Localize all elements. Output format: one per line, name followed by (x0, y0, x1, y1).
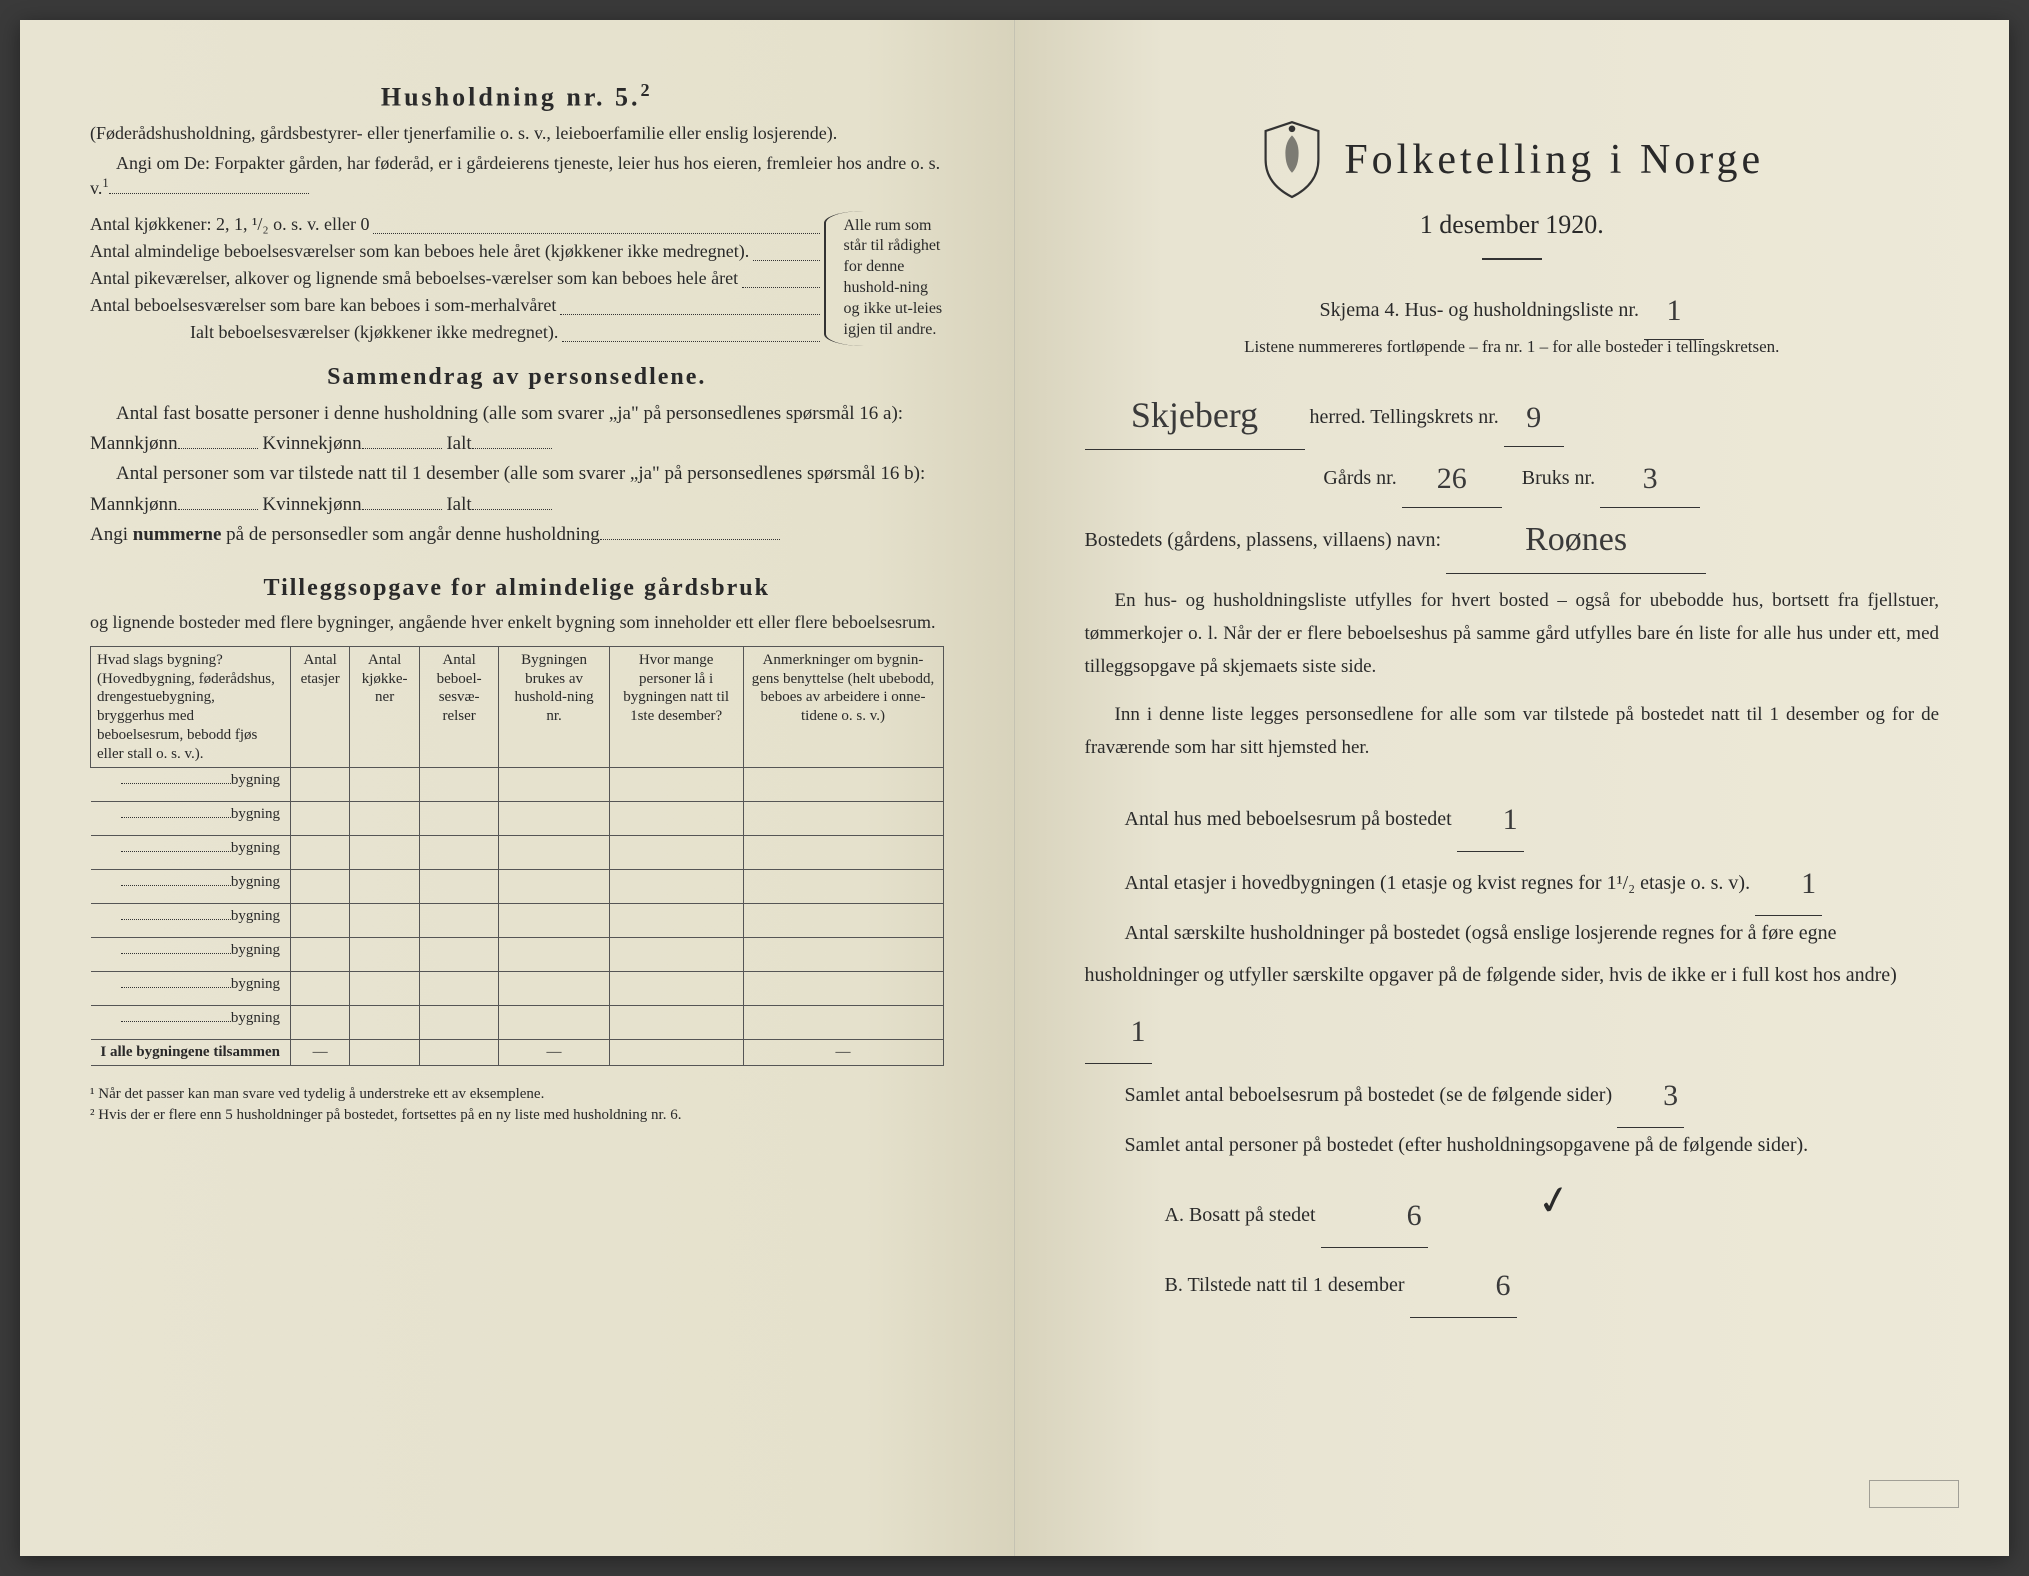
rooms-bracket-group: Antal kjøkkener: 2, 1, ¹/₂ o. s. v. elle… (90, 211, 944, 346)
table-row: bygning (91, 802, 944, 836)
tillegg-sub: og lignende bosteder med flere bygninger… (90, 610, 944, 634)
rum-line: Samlet antal beboelsesrum på bostedet (s… (1085, 1060, 1940, 1124)
rooms3-row: Antal beboelsesværelser som bare kan beb… (90, 292, 824, 319)
tilstede-line: B. Tilstede natt til 1 desember 6 (1085, 1250, 1940, 1314)
krets-field: 9 (1504, 389, 1564, 447)
footnote-2: ² Hvis der er flere enn 5 husholdninger … (90, 1105, 944, 1125)
th-4: Bygningen brukes av hushold-ning nr. (499, 646, 609, 768)
herred-line: Skjeberg herred. Tellingskrets nr. 9 (1085, 377, 1940, 446)
table-row: bygning (91, 870, 944, 904)
th-2: Antal kjøkke-ner (350, 646, 420, 768)
table-row: bygning (91, 836, 944, 870)
table-row: bygning (91, 768, 944, 802)
table-row: bygning (91, 1006, 944, 1040)
divider-icon (1482, 258, 1542, 260)
bracket-note: Alle rum som står til rådighet for denne… (824, 211, 944, 346)
personer-line: Samlet antal personer på bostedet (efter… (1085, 1124, 1940, 1166)
th-5: Hvor mange personer lå i bygningen natt … (609, 646, 743, 768)
row-label: bygning (91, 972, 291, 1006)
table-row: bygning (91, 904, 944, 938)
footnote-1: ¹ Når det passer kan man svare ved tydel… (90, 1084, 944, 1104)
main-title: Folketelling i Norge (1344, 136, 1764, 184)
left-page: Husholdning nr. 5.2 (Føderådshusholdning… (20, 20, 1015, 1556)
sub-date: 1 desember 1920. (1085, 210, 1940, 240)
husholdning-title: Husholdning nr. 5.2 (90, 80, 944, 113)
h5-sup: 2 (641, 80, 653, 100)
skjema-line: Skjema 4. Hus- og husholdningsliste nr. … (1085, 278, 1940, 336)
h5-angi: Angi om De: Forpakter gården, har føderå… (90, 151, 944, 201)
right-page: Folketelling i Norge 1 desember 1920. Sk… (1015, 20, 2010, 1556)
th-6: Anmerkninger om bygnin-gens benyttelse (… (743, 646, 943, 768)
hus-count-field: 1 (1457, 788, 1524, 852)
etasjer-field: 1 (1755, 852, 1822, 916)
row-label: bygning (91, 870, 291, 904)
summary-line-2: Antal personer som var tilstede natt til… (90, 459, 944, 520)
gard-line: Gårds nr. 26 Bruks nr. 3 (1085, 446, 1940, 504)
tilstede-field: 6 (1410, 1254, 1517, 1318)
header-block: Folketelling i Norge 1 desember 1920. (1085, 120, 1940, 260)
instructions-para-2: Inn i denne liste legges personsedlene f… (1085, 698, 1940, 765)
row-label: bygning (91, 1006, 291, 1040)
total-label: I alle bygningene tilsammen (91, 1040, 291, 1066)
document-spread: Husholdning nr. 5.2 (Føderådshusholdning… (20, 20, 2009, 1556)
rooms2-row: Antal pikeværelser, alkover og lignende … (90, 265, 824, 292)
th-1: Antal etasjer (291, 646, 350, 768)
crest-icon (1259, 120, 1325, 200)
gard-field: 26 (1402, 450, 1502, 508)
summary-line-3: Angi nummerne på de personsedler som ang… (90, 520, 944, 550)
bygning-table-wrap: Hvad slags bygning? (Hovedbygning, føder… (90, 646, 944, 1067)
summary-line-1: Antal fast bosatte personer i denne hush… (90, 399, 944, 460)
listene-note: Listene nummereres fortløpende – fra nr.… (1085, 336, 1940, 359)
summary-title: Sammendrag av personsedlene. (90, 364, 944, 391)
table-row: bygning (91, 972, 944, 1006)
husholdninger-field: 1 (1085, 1000, 1152, 1064)
herred-field: Skjeberg (1085, 381, 1305, 450)
bosatt-field: 6 (1321, 1184, 1428, 1248)
etasjer-line: Antal etasjer i hovedbygningen (1 etasje… (1085, 848, 1940, 912)
table-row: bygning (91, 938, 944, 972)
tillegg-title: Tilleggsopgave for almindelige gårdsbruk (90, 575, 944, 602)
table-header-row: Hvad slags bygning? (Hovedbygning, føder… (91, 646, 944, 768)
h5-title-text: Husholdning nr. 5. (381, 83, 641, 112)
bosted-field: Roønes (1446, 508, 1706, 574)
row-label: bygning (91, 904, 291, 938)
th-0: Hvad slags bygning? (Hovedbygning, føder… (91, 646, 291, 768)
rum-field: 3 (1617, 1064, 1684, 1128)
instructions-para-1: En hus- og husholdningsliste utfylles fo… (1085, 584, 1940, 684)
right-fields: Antal hus med beboelsesrum på bostedet 1… (1085, 784, 1940, 1314)
h5-paren: (Føderådshusholdning, gårdsbestyrer- ell… (90, 121, 944, 145)
row-label: bygning (91, 768, 291, 802)
rooms-total-row: Ialt beboelsesværelser (kjøkkener ikke m… (90, 319, 824, 346)
liste-nr-field: 1 (1644, 282, 1704, 340)
bosted-line: Bostedets (gårdens, plassens, villaens) … (1085, 504, 1940, 570)
row-label: bygning (91, 836, 291, 870)
kitchens-row: Antal kjøkkener: 2, 1, ¹/₂ o. s. v. elle… (90, 211, 824, 238)
bosatt-line: A. Bosatt på stedet 6 ✓ (1085, 1166, 1940, 1250)
hus-count-line: Antal hus med beboelsesrum på bostedet 1 (1085, 784, 1940, 848)
husholdninger-line: Antal særskilte husholdninger på bostede… (1085, 912, 1940, 1060)
bruk-field: 3 (1600, 450, 1700, 508)
bygning-table: Hvad slags bygning? (Hovedbygning, føder… (90, 646, 944, 1067)
footnotes: ¹ Når det passer kan man svare ved tydel… (90, 1084, 944, 1125)
row-label: bygning (91, 938, 291, 972)
table-total-row: I alle bygningene tilsammen — — — (91, 1040, 944, 1066)
rooms1-row: Antal almindelige beboelsesværelser som … (90, 238, 824, 265)
row-label: bygning (91, 802, 291, 836)
printer-stamp (1869, 1480, 1959, 1508)
checkmark-icon: ✓ (1451, 1157, 1577, 1259)
th-3: Antal beboel-sesvæ-relser (419, 646, 498, 768)
